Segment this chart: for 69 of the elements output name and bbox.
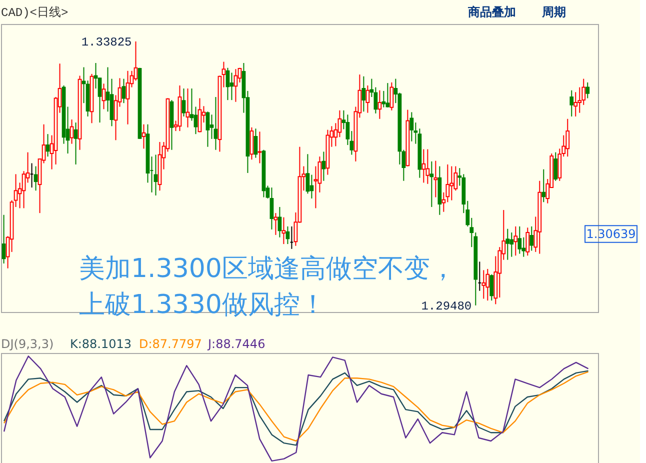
candlestick [206,111,210,148]
annotation: 1.33825 [81,35,132,50]
candlestick [434,160,438,198]
candlestick [310,174,314,199]
annotation: 1.29480 [421,299,472,314]
candlestick [198,98,202,133]
candlestick [410,112,414,142]
chart-title: DJ(9,3,3) [1,337,54,351]
annotation: 美加1.3300区域逢高做空不变， [79,254,456,284]
candlestick [586,82,590,99]
candlestick [22,170,26,209]
candlestick [386,82,390,108]
candlestick [482,270,486,300]
candlestick [2,214,6,264]
candlestick [422,148,426,184]
text: K:88.1013 [70,337,132,351]
candlestick [510,232,514,258]
text: 周期 [541,5,566,19]
candlestick [46,134,50,158]
candlestick [154,154,158,196]
candlestick [514,226,518,256]
candlestick [530,226,534,252]
candlestick [258,131,262,164]
candlestick [142,124,146,150]
candlestick [322,151,326,182]
candlestick [126,70,130,125]
candlestick [194,106,198,135]
candlestick [238,67,242,83]
candlestick [486,268,490,302]
text: D:87.7797 [139,337,202,351]
annotation: 上破1.3330做风控！ [79,290,326,320]
candlestick [542,168,546,203]
candlestick [282,216,286,245]
candlestick [102,83,106,110]
candlestick [122,78,126,104]
candlestick [270,187,274,230]
candlestick [570,90,574,117]
candlestick [34,166,38,192]
candlestick [574,92,578,117]
candlestick [526,227,530,256]
annotation: 1.30639 [586,227,636,241]
chart-title: CAD)<日线> [1,6,68,20]
candlestick [254,128,258,158]
candlestick [286,226,290,245]
candlestick [518,226,522,254]
candlestick [378,90,382,120]
candlestick [366,84,370,114]
candlestick [234,68,238,102]
candlestick [426,148,430,184]
candlestick [306,154,310,194]
candlestick [182,88,186,117]
text: J:88.7446 [207,337,266,351]
candlestick [450,166,454,201]
candlestick [566,118,570,158]
candlestick [314,166,318,209]
candlestick [318,156,322,193]
candlestick [214,96,218,150]
candlestick [362,76,366,112]
candlestick [230,72,234,101]
candlestick [390,82,394,111]
candlestick [490,274,494,302]
text: 商品叠加 [467,5,516,19]
candlestick [506,228,510,260]
candlestick [186,88,190,128]
candlestick [250,126,254,160]
candlestick [74,122,78,165]
candlestick [226,67,230,101]
candlestick [430,160,434,208]
candlestick [554,152,558,182]
